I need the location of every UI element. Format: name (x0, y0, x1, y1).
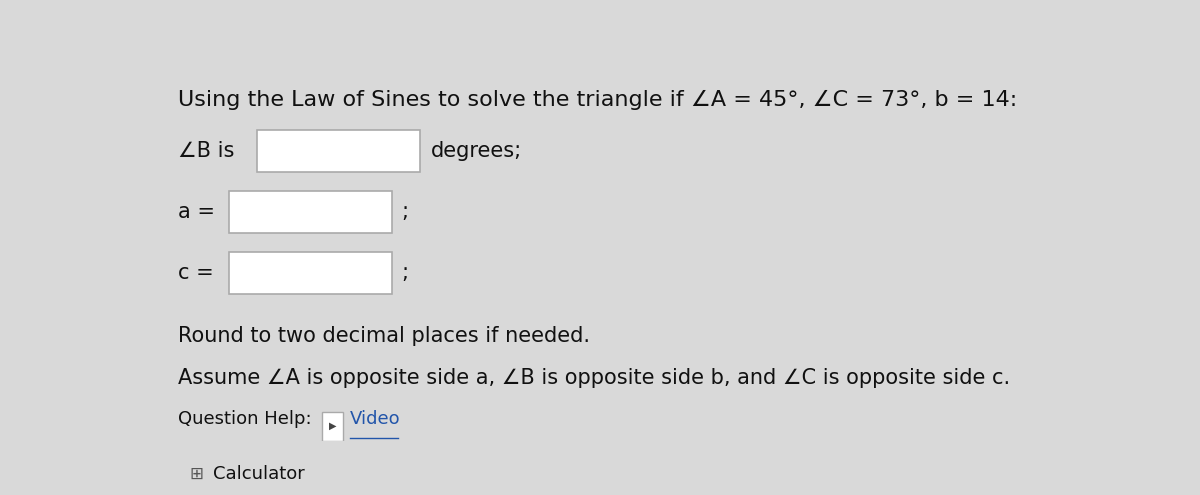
Text: Using the Law of Sines to solve the triangle if ∠A = 45°, ∠C = 73°, b = 14:: Using the Law of Sines to solve the tria… (178, 90, 1018, 110)
Text: a =: a = (178, 202, 215, 222)
Text: Round to two decimal places if needed.: Round to two decimal places if needed. (178, 326, 590, 346)
Text: ▶: ▶ (329, 421, 336, 431)
Text: Calculator: Calculator (214, 465, 305, 483)
FancyBboxPatch shape (257, 130, 420, 172)
Text: degrees;: degrees; (431, 141, 522, 161)
FancyBboxPatch shape (178, 456, 304, 492)
Text: ⊞: ⊞ (190, 465, 203, 483)
Text: ;: ; (401, 202, 408, 222)
FancyBboxPatch shape (229, 191, 391, 233)
Text: Question Help:: Question Help: (178, 410, 312, 428)
FancyBboxPatch shape (229, 252, 391, 294)
FancyBboxPatch shape (322, 412, 342, 441)
Text: ∠B is: ∠B is (178, 141, 234, 161)
Text: Video: Video (350, 410, 401, 428)
Text: Assume ∠A is opposite side a, ∠B is opposite side b, and ∠C is opposite side c.: Assume ∠A is opposite side a, ∠B is oppo… (178, 368, 1010, 388)
Text: c =: c = (178, 263, 214, 283)
Text: ;: ; (401, 263, 408, 283)
